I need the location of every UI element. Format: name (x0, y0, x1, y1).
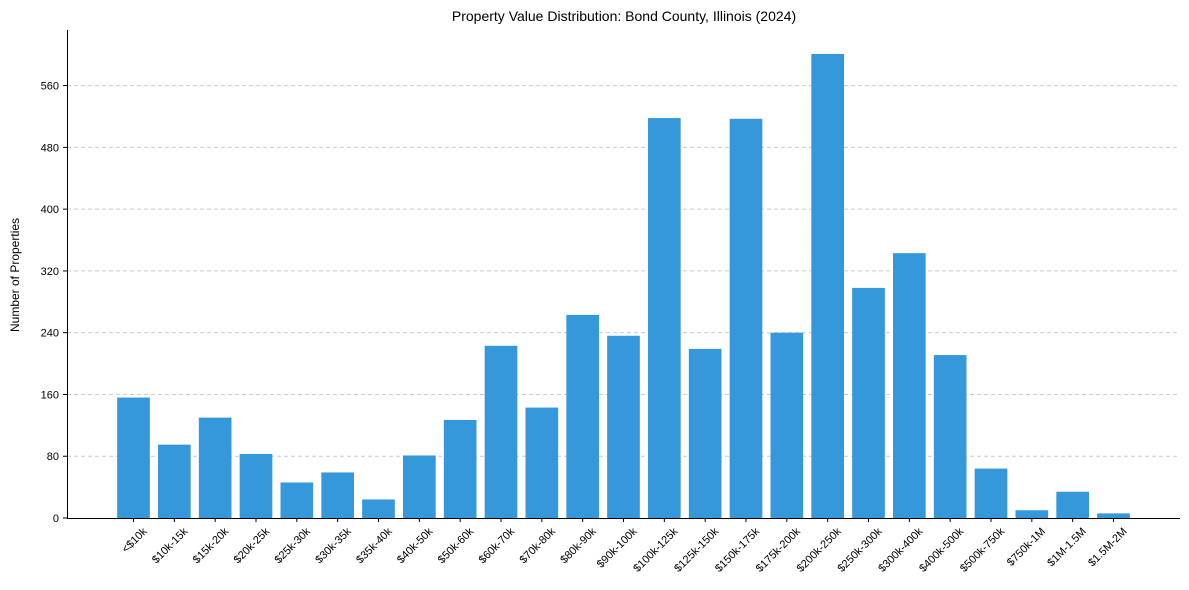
y-tick-label: 560 (41, 81, 59, 93)
y-tick-label: 480 (41, 142, 59, 154)
y-tick-label: 400 (41, 204, 59, 216)
bar (893, 253, 926, 518)
x-tick-label: $35k-40k (354, 525, 395, 566)
x-tick-label: $500k-750k (958, 525, 1007, 574)
bar (729, 118, 763, 518)
x-tick-label: <$10k (120, 525, 150, 555)
gridlines (67, 85, 1180, 457)
bar (1097, 513, 1130, 518)
x-ticks: <$10k $10k-15k $15k-20k $20k-25k $25k-30k $30… (120, 518, 1130, 575)
y-tick-label: 160 (41, 389, 59, 401)
bar (1015, 510, 1049, 518)
bar (117, 397, 150, 518)
x-tick-label: $70k-80k (517, 525, 558, 566)
y-tick-label: 240 (41, 328, 59, 340)
x-tick-label: $40k-50k (395, 525, 436, 566)
y-tick-label: 320 (41, 266, 59, 278)
x-tick-label: $50k-60k (436, 525, 477, 566)
x-tick-label: $80k-90k (558, 525, 599, 566)
chart-title: Property Value Distribution: Bond County… (452, 8, 796, 24)
x-tick-label: $1.5M-2M (1086, 526, 1130, 570)
x-tick-label: $10k-15k (150, 525, 191, 566)
bar (198, 417, 232, 518)
y-tick-label: 0 (53, 513, 59, 525)
y-ticks: 0 80 160 240 320 400 480 560 (41, 81, 67, 525)
y-axis-label: Number of Properties (8, 218, 22, 332)
x-tick-label: $15k-20k (191, 525, 232, 566)
bar (688, 348, 722, 518)
bar (648, 118, 681, 518)
bar (321, 472, 354, 518)
x-tick-label: $60k-70k (477, 525, 518, 566)
bar (158, 444, 191, 518)
bar (403, 455, 436, 518)
bar (811, 53, 844, 519)
bars (117, 53, 1130, 519)
bar (607, 335, 640, 518)
x-tick-label: $20k-25k (232, 525, 273, 566)
bar (443, 419, 477, 518)
bar (525, 407, 559, 518)
y-tick-label: 80 (47, 451, 59, 463)
bar (770, 332, 804, 518)
bar (239, 453, 273, 518)
bar (484, 345, 518, 518)
bar (933, 355, 967, 518)
x-tick-label: $25k-30k (272, 525, 313, 566)
bar (852, 287, 885, 518)
x-tick-label: $750k-1M (1005, 526, 1048, 569)
bar (1056, 491, 1089, 518)
bar (566, 314, 599, 518)
x-tick-label: $30k-35k (313, 525, 354, 566)
bar (362, 499, 395, 518)
bar (974, 468, 1008, 518)
x-tick-label: $1M-1.5M (1045, 526, 1089, 570)
bar (280, 482, 314, 518)
